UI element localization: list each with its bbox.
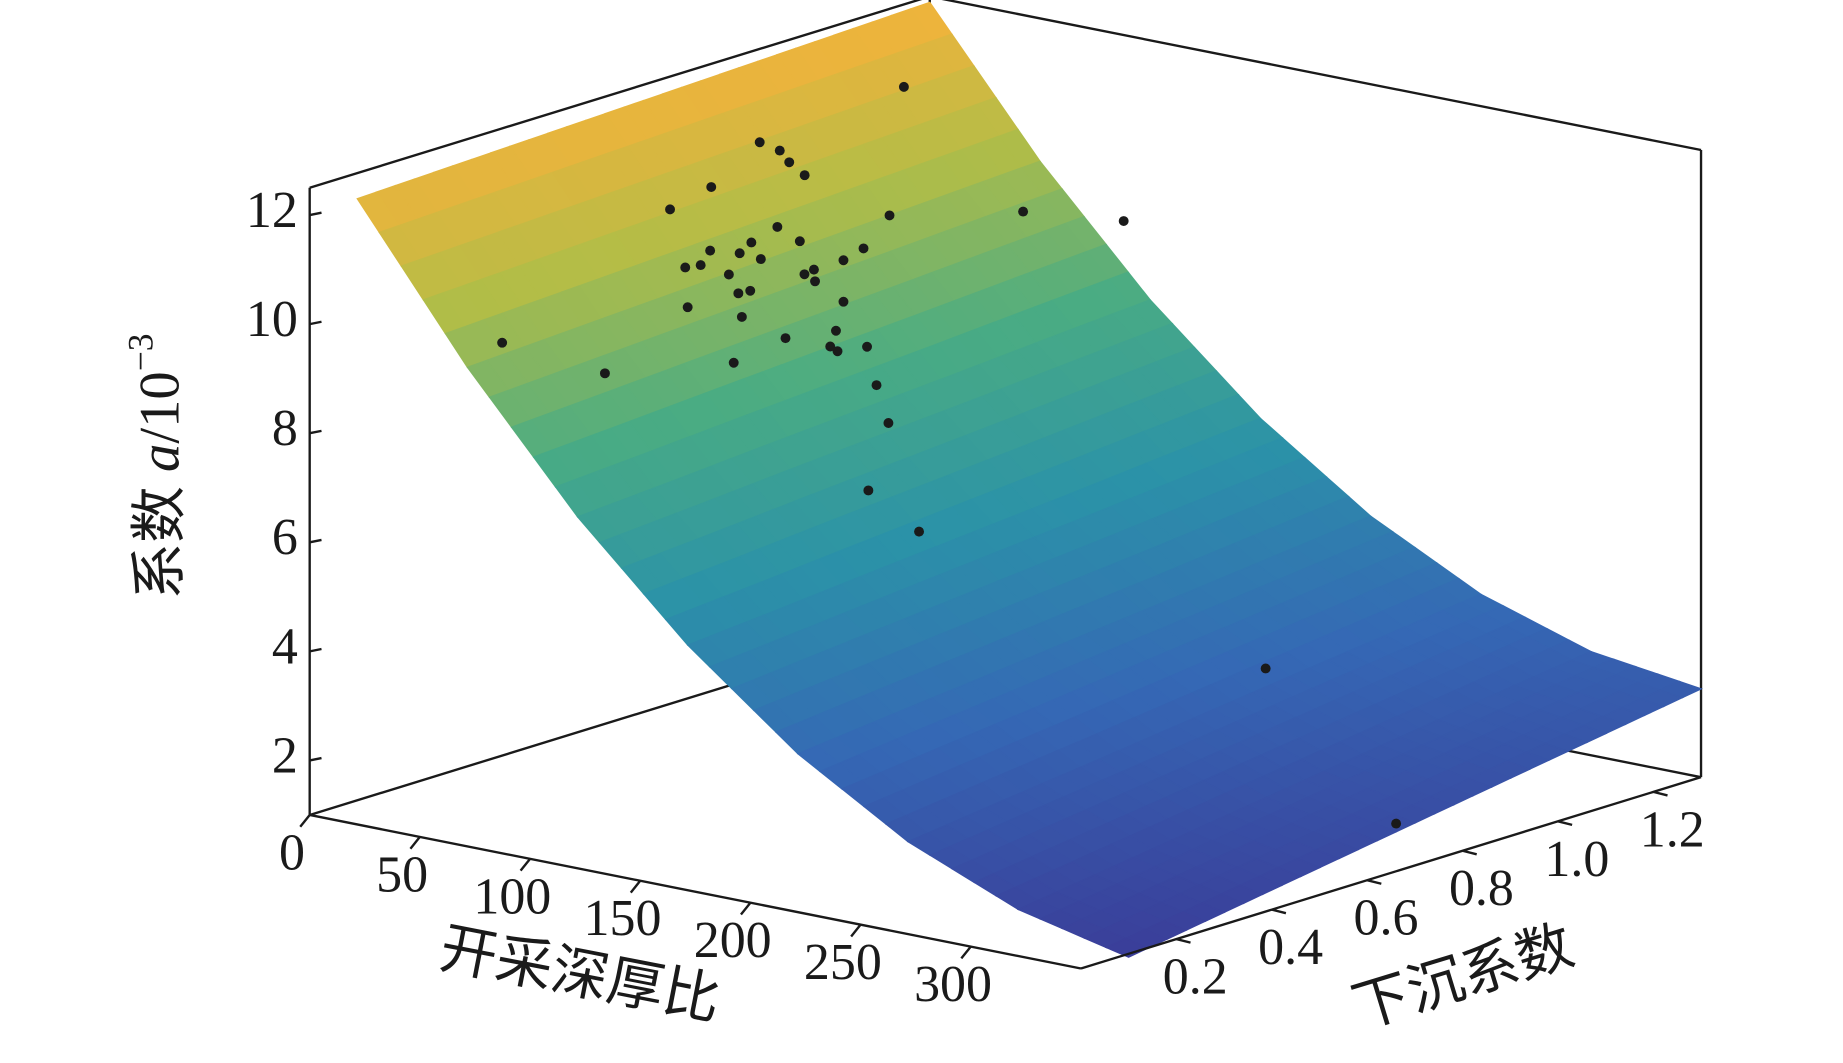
data-point (736, 311, 747, 322)
axes: 0 50 100 150 200 250 300 0.2 0.4 0.6 0.8 1.0 1.2 2 4 6 8… (246, 182, 1705, 1013)
data-point (774, 145, 785, 156)
data-point (799, 269, 810, 280)
data-point (1118, 216, 1129, 226)
data-point (863, 485, 874, 496)
x-tick (740, 901, 752, 916)
y-tick (1366, 879, 1382, 885)
x-tick-label: 300 (914, 956, 992, 1013)
x-tick (299, 814, 311, 828)
data-point (838, 255, 849, 266)
z-tick-label: 4 (272, 618, 298, 675)
y-tick (1176, 937, 1191, 944)
z-tick (309, 211, 322, 217)
data-point (682, 302, 693, 313)
data-point (734, 248, 745, 259)
box-edge (1080, 776, 1702, 970)
z-label-var: a (129, 444, 192, 472)
x-tick (409, 836, 421, 850)
z-tick (309, 538, 322, 544)
data-point (810, 276, 820, 287)
x-tick (850, 923, 862, 938)
box-edge (941, 0, 1702, 152)
scatter-points (497, 81, 1402, 829)
z-tick (309, 647, 322, 653)
z-label-text: 系数 (129, 472, 192, 600)
data-point (723, 269, 734, 280)
z-tick-label: 12 (246, 182, 298, 239)
x-tick-label: 200 (694, 912, 772, 969)
y-tick-label: 1.0 (1544, 831, 1609, 888)
data-point (745, 285, 756, 296)
x-tick (519, 858, 531, 872)
z-axis-label: 系数 a/10−3 (120, 334, 191, 600)
data-point (862, 341, 873, 352)
z-tick-label: 10 (246, 291, 298, 348)
y-tick (1462, 849, 1477, 856)
z-label-unit: /10 (129, 371, 192, 443)
data-point (858, 243, 869, 254)
data-point (695, 260, 706, 271)
data-point (733, 288, 744, 299)
data-point (799, 170, 810, 181)
data-point (884, 210, 895, 221)
x-tick (629, 880, 642, 894)
y-tick-label: 0.2 (1163, 949, 1228, 1006)
data-point (705, 245, 716, 256)
data-point (1391, 818, 1402, 829)
data-point (784, 157, 795, 168)
data-point (831, 325, 841, 336)
y-tick-label: 0.8 (1449, 860, 1514, 917)
x-tick-label: 50 (376, 846, 428, 903)
x-tick (960, 945, 972, 960)
data-point (1018, 206, 1029, 217)
x-tick-label: 0 (279, 824, 305, 881)
z-tick-label: 2 (272, 727, 298, 784)
data-point (794, 236, 805, 247)
box-edge (309, 813, 1082, 970)
data-point (497, 337, 508, 348)
data-point (825, 341, 836, 352)
data-point (706, 182, 717, 192)
data-point (754, 137, 765, 148)
data-point (871, 380, 882, 391)
data-point (599, 368, 610, 379)
y-tick (1271, 908, 1287, 915)
y-tick-label: 0.4 (1258, 919, 1323, 976)
y-tick (1653, 790, 1668, 797)
y-tick (1557, 820, 1573, 827)
y-tick-label: 1.2 (1640, 801, 1705, 858)
data-point (680, 262, 691, 273)
data-point (914, 526, 925, 537)
data-point (780, 333, 791, 344)
z-tick (309, 320, 322, 326)
surface (356, 1, 1703, 958)
x-tick-label: 100 (473, 868, 551, 925)
data-point (746, 237, 757, 248)
data-point (755, 254, 766, 265)
z-tick-label: 8 (272, 400, 298, 457)
data-point (665, 204, 675, 215)
y-tick-label: 0.6 (1354, 890, 1419, 947)
z-tick (309, 756, 322, 762)
data-point (883, 418, 894, 428)
data-point (838, 296, 849, 307)
x-tick-label: 250 (804, 934, 882, 991)
data-point (772, 221, 783, 232)
data-point (832, 346, 843, 357)
box-edge (309, 0, 923, 189)
data-point (898, 81, 909, 92)
z-tick (309, 429, 322, 435)
z-tick-label: 6 (272, 509, 298, 566)
x-tick-label: 150 (584, 890, 662, 947)
data-point (728, 357, 739, 368)
z-label-exp: −3 (120, 334, 160, 372)
data-point (808, 264, 819, 275)
data-point (1260, 663, 1271, 674)
